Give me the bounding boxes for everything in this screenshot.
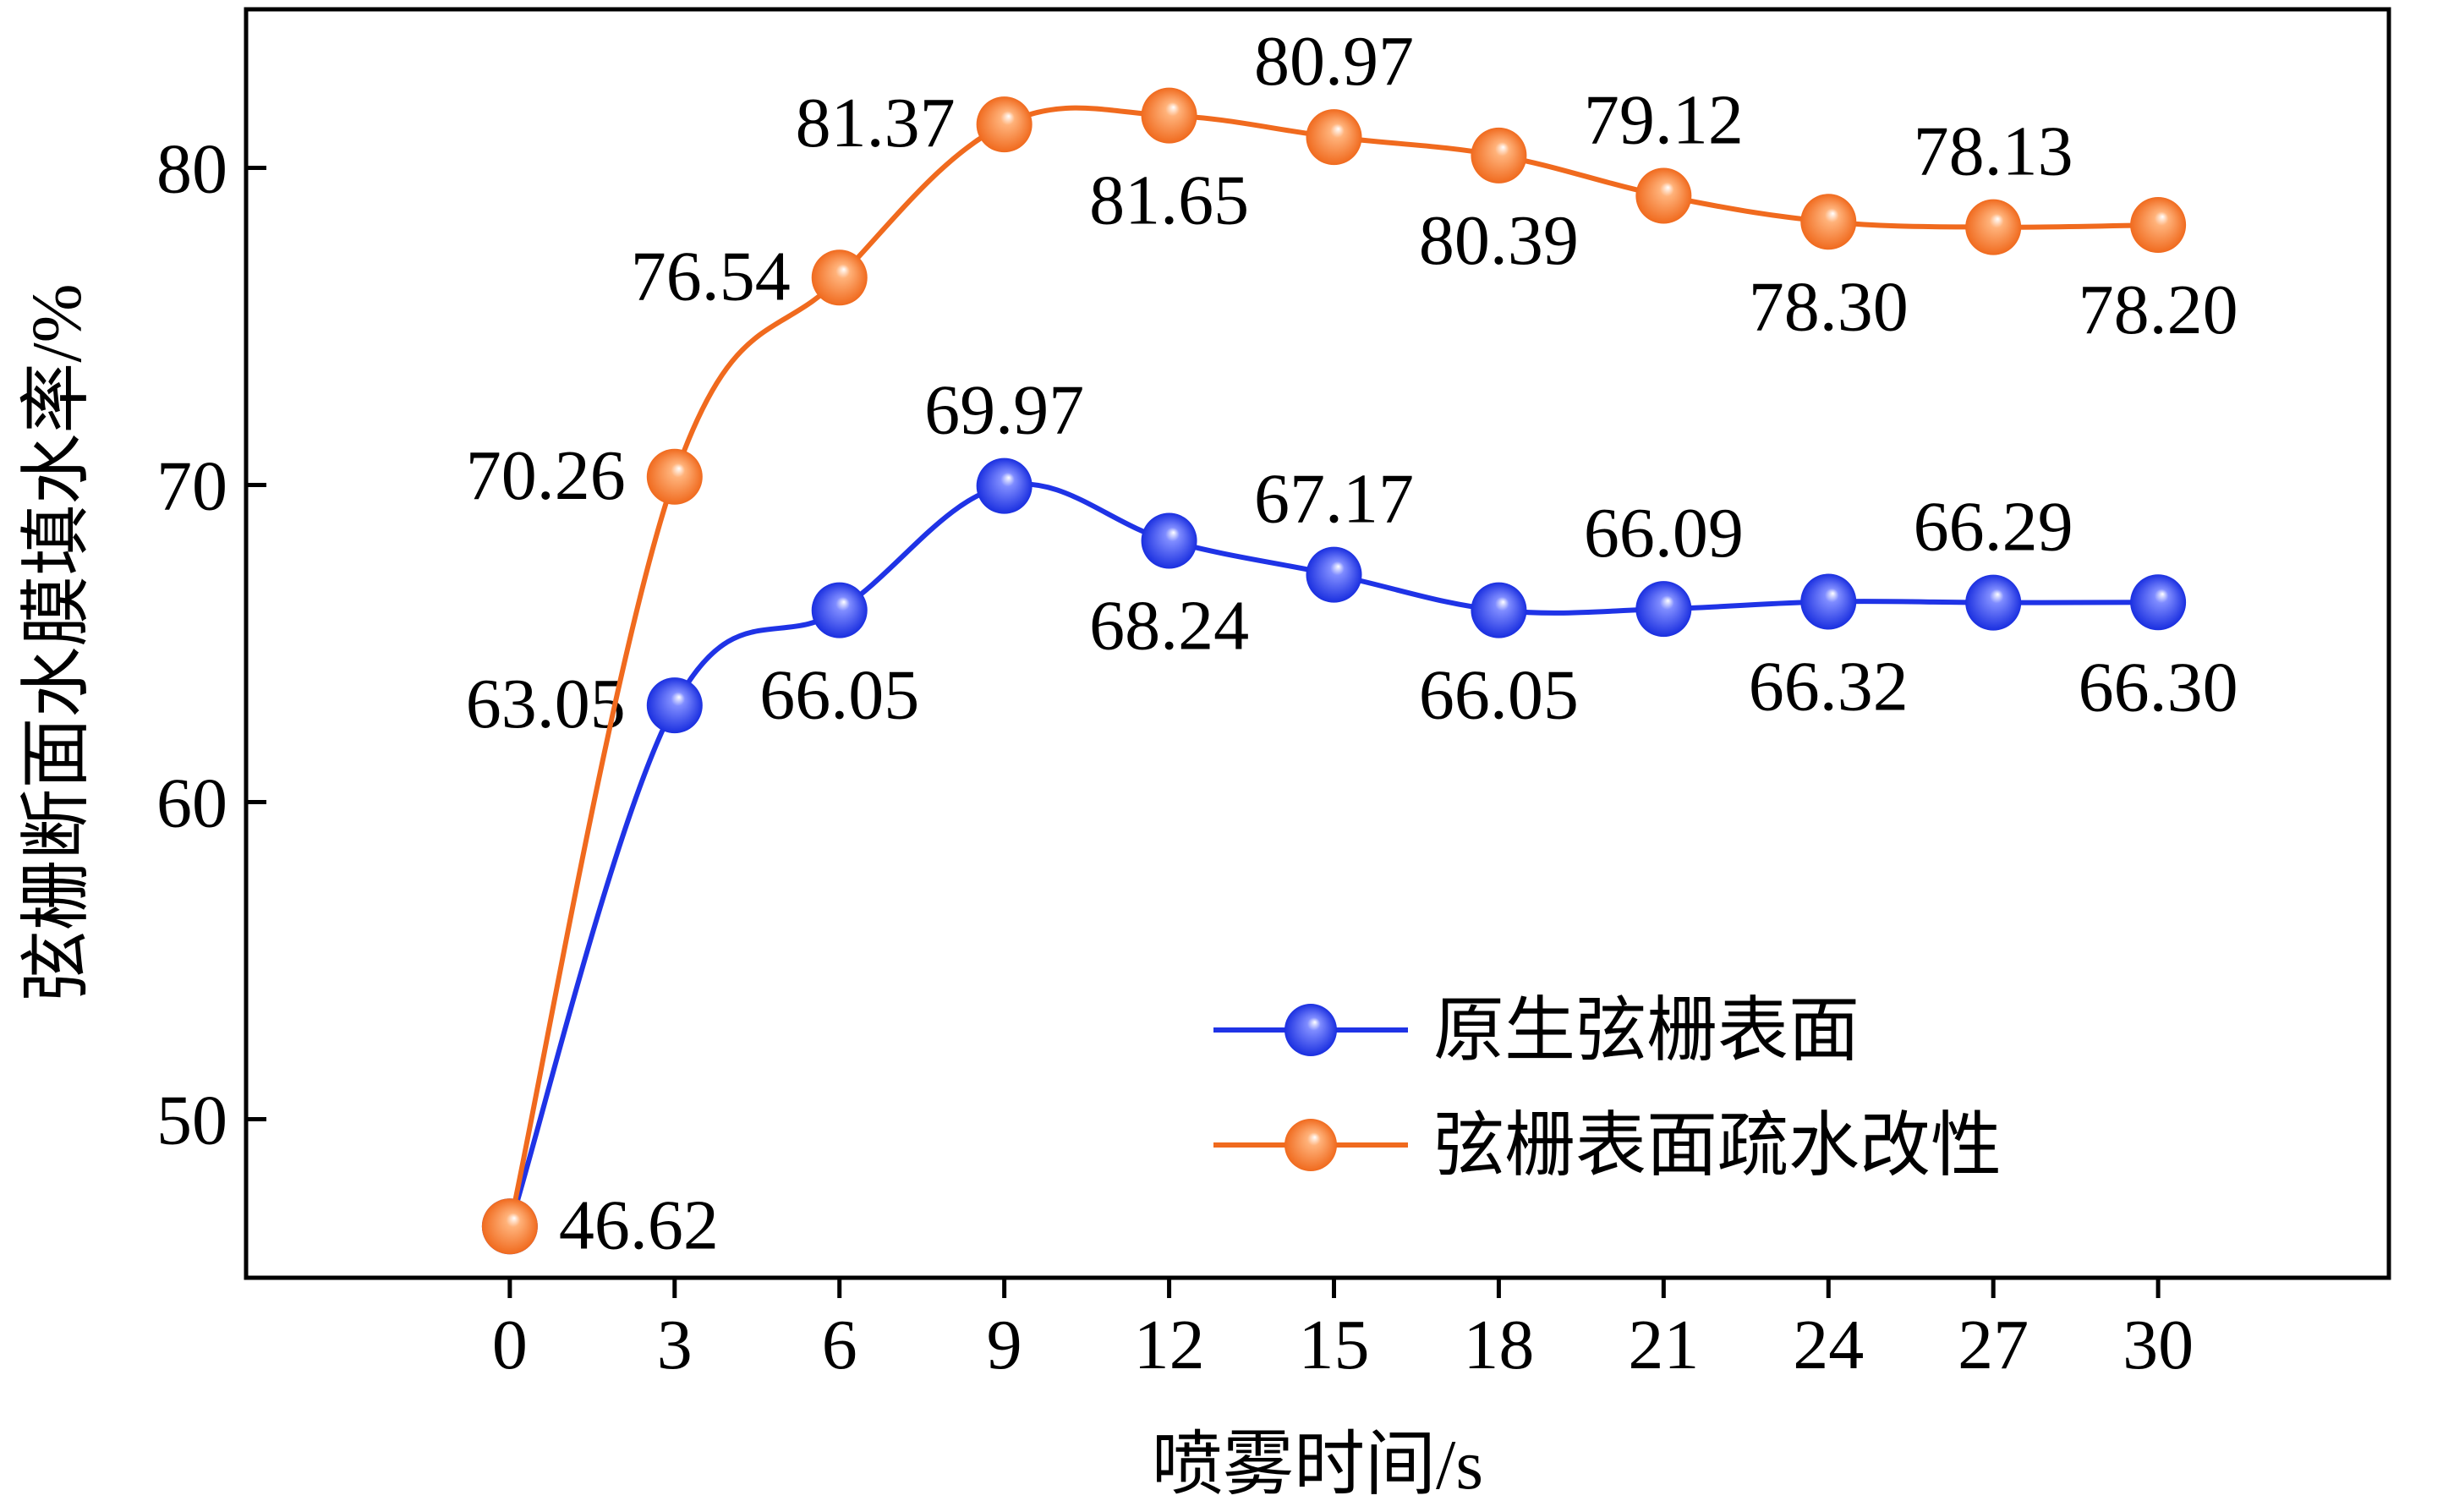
x-tick-label: 12 — [1134, 1306, 1205, 1384]
series-original-point — [1635, 581, 1692, 638]
series-original-data-label: 63.05 — [466, 665, 626, 743]
x-tick-label: 9 — [987, 1306, 1022, 1384]
series-original-point — [1800, 573, 1857, 630]
series-original-data-label: 69.97 — [924, 371, 1084, 450]
legend: 原生弦栅表面 弦栅表面疏水改性 — [1213, 992, 2002, 1186]
series-modified-point — [646, 448, 703, 505]
series-modified-data-label: 76.54 — [631, 237, 791, 315]
series-original-data-label: 68.24 — [1089, 587, 1249, 666]
series-original-data-label: 66.09 — [1584, 494, 1744, 572]
series-original-point — [1965, 574, 2022, 631]
x-tick-label: 6 — [822, 1306, 857, 1384]
series-modified-point — [1471, 127, 1527, 184]
series-modified-data-label: 81.37 — [796, 84, 956, 162]
series-original-point — [646, 677, 703, 734]
series-modified-point — [1306, 109, 1362, 166]
x-tick-label: 27 — [1958, 1306, 2029, 1384]
series-modified-point — [1141, 87, 1197, 144]
series-modified-point — [481, 1198, 538, 1255]
x-tick-label: 18 — [1463, 1306, 1534, 1384]
y-tick-label: 80 — [156, 130, 227, 209]
legend-label-modified: 弦栅表面疏水改性 — [1433, 1107, 2002, 1186]
series-original-point — [1471, 582, 1527, 638]
series-modified-data-label: 81.65 — [1089, 162, 1249, 240]
series-modified-data-label: 78.20 — [2079, 271, 2238, 349]
x-tick-label: 3 — [657, 1306, 693, 1384]
series-modified-data-label: 80.39 — [1419, 201, 1579, 280]
x-axis-title: 喷雾时间/s — [1152, 1426, 1483, 1504]
y-tick-label: 70 — [156, 447, 227, 526]
series-original-point — [976, 457, 1033, 514]
series-original-point — [811, 582, 868, 638]
series-original-point — [1306, 546, 1362, 603]
series-modified-data-label: 78.13 — [1914, 112, 2073, 191]
series-modified-point — [976, 96, 1033, 153]
series-modified-data-label: 70.26 — [466, 436, 626, 515]
x-axis-ticks: 0 3 6 9 12 15 18 21 24 27 30 — [492, 1278, 2194, 1384]
series-modified-data-label: 46.62 — [559, 1186, 719, 1264]
legend-marker-modified — [1284, 1119, 1337, 1171]
series-modified-data-label: 78.30 — [1749, 267, 1909, 346]
x-tick-label: 15 — [1298, 1306, 1369, 1384]
series-modified-point — [811, 249, 868, 306]
x-tick-label: 21 — [1628, 1306, 1699, 1384]
series-modified-point — [2130, 197, 2187, 253]
series-original-point — [1141, 512, 1197, 569]
series-original-data-label: 66.32 — [1749, 648, 1909, 726]
y-tick-label: 50 — [156, 1082, 227, 1160]
series-original-data-label: 66.05 — [1419, 656, 1579, 735]
series-original-data-label: 66.29 — [1914, 488, 2073, 567]
legend-marker-original — [1284, 1004, 1337, 1056]
legend-label-original: 原生弦栅表面 — [1433, 992, 1860, 1071]
series-original-data-label: 66.05 — [759, 656, 919, 735]
plot-frame — [244, 7, 2391, 1280]
series-original-data-label: 67.17 — [1254, 460, 1414, 539]
x-tick-label: 0 — [492, 1306, 528, 1384]
x-tick-label: 24 — [1793, 1306, 1864, 1384]
series-modified-point — [1965, 199, 2022, 255]
y-axis-ticks: 50 60 70 80 — [156, 130, 266, 1160]
y-axis-title: 弦栅断面水膜填水率/% — [18, 283, 96, 1001]
series-modified-data-label: 79.12 — [1584, 81, 1744, 160]
series-modified-point — [1800, 194, 1857, 250]
x-tick-label: 30 — [2123, 1306, 2194, 1384]
y-tick-label: 60 — [156, 764, 227, 843]
series-original-point — [2130, 574, 2187, 631]
series-modified-data-label: 80.97 — [1254, 22, 1414, 101]
series-modified-point — [1635, 167, 1692, 224]
series-original-data-label: 66.30 — [2079, 648, 2238, 726]
